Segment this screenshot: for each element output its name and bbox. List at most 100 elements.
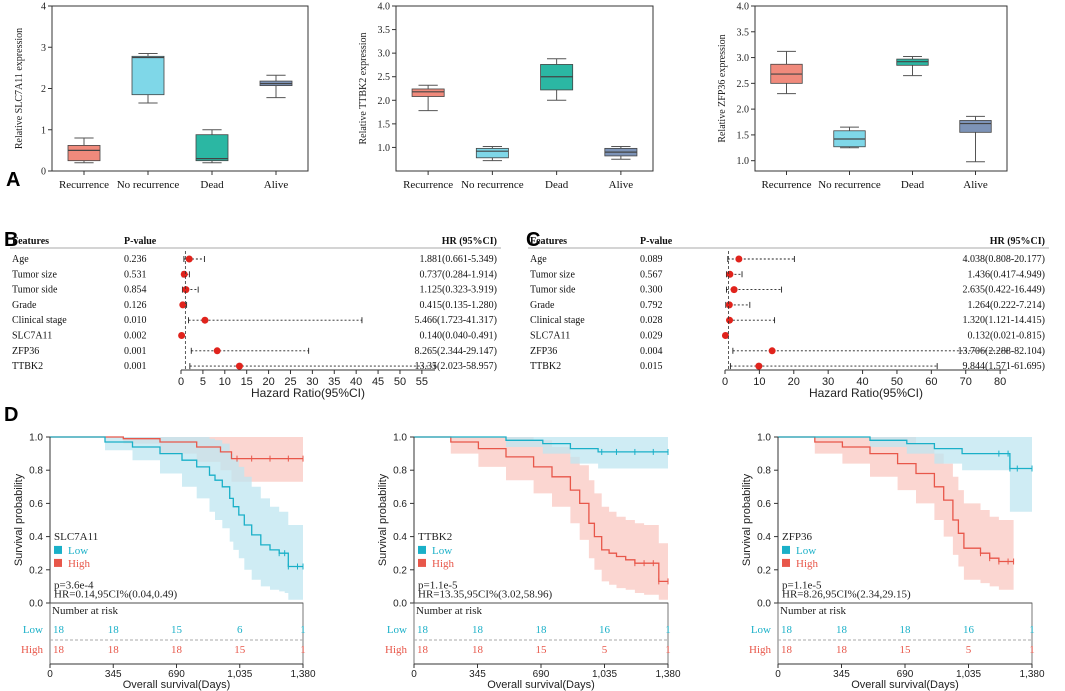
hr-point: [726, 316, 734, 324]
risk-group-high: High: [21, 644, 44, 656]
panel-label-b: B: [4, 229, 18, 251]
risk-count-high: 18: [171, 644, 183, 656]
hr-point: [768, 347, 776, 355]
x-tick-label: 80: [994, 376, 1006, 388]
pvalue-label: 0.854: [124, 285, 147, 296]
legend-label-low: Low: [796, 545, 816, 557]
hr-label: 0.140(0.040-0.491): [420, 331, 498, 342]
category-label: Alive: [963, 179, 988, 191]
feature-label: Grade: [530, 300, 555, 311]
x-tick-label: 0: [411, 669, 417, 680]
risk-count-low: 18: [472, 624, 484, 636]
y-tick-label: 2: [41, 84, 46, 95]
pvalue-label: 0.792: [640, 300, 663, 311]
survival-curve-low: [778, 436, 1032, 470]
risk-group-high: High: [749, 644, 772, 656]
header-features: Features: [12, 236, 49, 247]
risk-count-low: 1: [665, 624, 671, 636]
feature-label: Tumor size: [12, 269, 57, 280]
y-tick-label: 0.2: [393, 565, 407, 576]
box-alive: [959, 120, 992, 133]
km-D1: 0.0 0.2 0.4 0.6 0.8 1.0 Survival probability SL…: [13, 433, 316, 691]
hr-label: 8.265(2.344-29.147): [415, 346, 498, 357]
ci-band-low: [414, 437, 668, 469]
y-tick-label: 3.0: [737, 53, 750, 64]
risk-count-high: 15: [900, 644, 912, 656]
hr-label: 13.35(2.023-58.957): [415, 361, 498, 372]
pvalue-label: 0.015: [640, 361, 663, 372]
box-dead: [195, 134, 229, 162]
legend-label-high: High: [68, 558, 91, 570]
legend-label-low: Low: [432, 545, 452, 557]
x-tick-label: 40: [856, 376, 868, 388]
p-value-label: p=1.1e-5: [418, 579, 458, 591]
pvalue-label: 0.029: [640, 331, 663, 342]
header-features: Features: [530, 236, 567, 247]
y-tick-label: 0.0: [393, 599, 407, 610]
hr-label: 1.881(0.661-5.349): [420, 254, 498, 265]
y-axis-label: Survival probability: [13, 473, 25, 566]
y-tick-label: 1.5: [737, 130, 750, 141]
header-hr: HR (95%CI): [990, 236, 1045, 247]
feature-label: ZFP36: [12, 346, 39, 357]
risk-count-low: 1: [300, 624, 306, 636]
hr-point: [213, 347, 221, 355]
risk-count-low: 6: [237, 624, 243, 636]
legend-label-low: Low: [68, 545, 88, 557]
survival-curve-high: [778, 436, 1014, 563]
category-label: Alive: [264, 179, 289, 191]
y-axis-label: Survival probability: [741, 473, 753, 566]
hr-label: 0.737(0.284-1.914): [420, 269, 498, 280]
boxplot-A1: 0 1 2 3 4 Relative SLC7A11 expression Recurren…: [14, 2, 309, 191]
y-tick-label: 0.0: [29, 599, 43, 610]
y-tick-label: 0.8: [757, 466, 771, 477]
x-tick-label: 345: [105, 669, 122, 680]
legend-title: ZFP36: [782, 531, 812, 543]
hr-point: [735, 255, 743, 263]
x-axis-label: Overall survival(Days): [487, 679, 595, 691]
y-tick-label: 0.4: [393, 532, 407, 543]
y-tick-label: 1.0: [378, 143, 391, 154]
risk-count-low: 16: [599, 624, 611, 636]
hr-label: 9.844(1.571-61.695): [963, 361, 1046, 372]
p-value-label: p=1.1e-5: [782, 579, 822, 591]
x-tick-label: 1,380: [1019, 669, 1044, 680]
category-label: Dead: [901, 179, 925, 191]
ci-band-low: [778, 437, 1032, 512]
hr-point: [725, 301, 733, 309]
y-tick-label: 0.6: [757, 499, 771, 510]
hr-label: HR=8.26,95CI%(2.34,29.15): [782, 589, 911, 601]
survival-curve-high: [50, 436, 303, 460]
header-pvalue: P-value: [124, 236, 157, 247]
pvalue-label: 0.126: [124, 300, 147, 311]
risk-count-high: 18: [836, 644, 848, 656]
y-tick-label: 1.0: [393, 433, 407, 444]
box-no-recurrence: [475, 147, 509, 159]
y-tick-label: 1.0: [757, 433, 771, 444]
boxplot-A2: 1.0 1.5 2.0 2.5 3.0 3.5 4.0 Relative TTBK2 expr…: [358, 2, 654, 191]
hr-point: [730, 286, 738, 294]
category-label: Dead: [545, 179, 569, 191]
pvalue-label: 0.004: [640, 346, 663, 357]
hr-label: 13.706(2.288-82.104): [958, 346, 1046, 357]
risk-count-high: 5: [966, 644, 972, 656]
pvalue-label: 0.236: [124, 254, 147, 265]
y-tick-label: 3.0: [378, 49, 391, 60]
risk-table-title: Number at risk: [52, 605, 118, 617]
y-tick-label: 0.8: [393, 466, 407, 477]
hr-label: HR=0.14,95CI%(0.04,0.49): [54, 589, 178, 601]
forest-B: Features P-value HR (95%CI) Age 0.236 1.881(0…: [10, 236, 501, 400]
risk-count-high: 18: [53, 644, 65, 656]
y-axis-label: Relative TTBK2 expression: [358, 32, 369, 144]
risk-count-low: 18: [417, 624, 429, 636]
risk-count-high: 18: [417, 644, 429, 656]
legend-swatch-low: [418, 545, 426, 554]
forest-C: Features P-value HR (95%CI) Age 0.089 4.038(0…: [528, 236, 1049, 400]
feature-label: Grade: [12, 300, 37, 311]
hr-label: 1.436(0.417-4.949): [968, 269, 1046, 280]
plot-frame: [395, 5, 654, 172]
pvalue-label: 0.089: [640, 254, 663, 265]
risk-group-low: Low: [387, 624, 407, 636]
feature-label: Clinical stage: [12, 315, 67, 326]
pvalue-label: 0.531: [124, 269, 147, 280]
